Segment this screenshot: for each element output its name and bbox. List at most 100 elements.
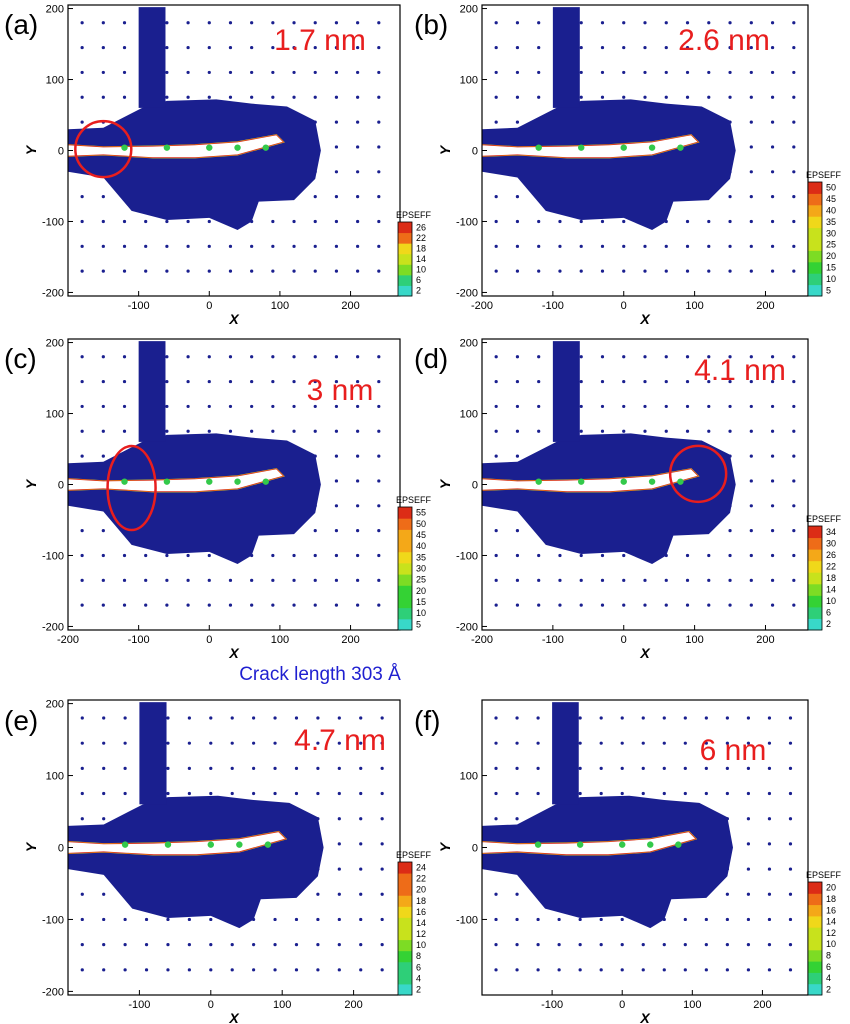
atom-dot (494, 195, 498, 199)
colorbar-swatch (808, 983, 822, 996)
atom-dot (80, 95, 84, 99)
atom-dot (123, 741, 127, 745)
crack-core (482, 134, 699, 158)
atom-dot (664, 244, 668, 248)
strain-blob (677, 478, 684, 485)
y-tick-label: 0 (58, 480, 64, 492)
atom-dot (377, 269, 381, 273)
x-tick-label: 0 (208, 999, 214, 1011)
atom-dot (337, 968, 341, 972)
colorbar-swatch (808, 560, 822, 573)
atom-dot (767, 817, 772, 821)
atom-dot (600, 219, 605, 224)
atom-dot (209, 917, 213, 922)
colorbar-swatch (398, 540, 412, 553)
atom-dot (767, 968, 772, 972)
atom-dot (80, 943, 84, 947)
atom-dot (165, 45, 169, 50)
y-axis-label: Y (23, 478, 39, 489)
atom-dot (767, 892, 772, 896)
atom-dot (356, 454, 360, 458)
colorbar-swatch (808, 239, 822, 251)
colorbar-label: 16 (416, 907, 426, 917)
atom-dot (749, 21, 753, 25)
atom-dot (792, 70, 796, 75)
atom-dot (101, 429, 105, 433)
atom-dot (292, 45, 296, 50)
atom-dot (788, 716, 793, 720)
atom-dot (579, 553, 583, 558)
atom-dot (749, 269, 753, 273)
atom-dot (209, 968, 213, 972)
colorbar-label: 45 (416, 530, 426, 540)
colorbar-swatch (398, 551, 412, 564)
atom-dot (707, 45, 711, 50)
atom-dot (704, 917, 708, 922)
plot-area (68, 702, 384, 972)
y-tick-label: 0 (472, 146, 478, 158)
strain-blob (206, 478, 213, 485)
atom-dot (250, 45, 254, 50)
atom-dot (494, 379, 498, 384)
atom-dot (725, 943, 729, 947)
colorbar-swatch (808, 882, 822, 894)
atom-dot (380, 741, 384, 745)
atom-dot (770, 145, 775, 149)
atom-dot (788, 791, 793, 796)
atom-dot (377, 195, 381, 199)
atom-dot (207, 379, 211, 384)
panel-c: -200 -100 0 100 200 200 100 0 -100 -200 X Y (c) 3 nm 5… (4, 338, 432, 661)
atom-dot (788, 817, 793, 821)
atom-dot (337, 716, 341, 720)
colorbar-swatch (398, 222, 412, 234)
atom-dot (122, 95, 127, 99)
atom-dot (749, 219, 753, 224)
colorbar-label: 34 (826, 527, 836, 537)
atom-dot (792, 95, 796, 99)
colorbar-label: 30 (416, 564, 426, 574)
atom-dot (770, 355, 775, 359)
atom-dot (515, 817, 519, 821)
atom-dot (792, 379, 796, 384)
atom-dot (207, 70, 211, 75)
atom-dot (537, 578, 541, 582)
atom-dot (273, 716, 277, 720)
atom-dot (377, 504, 381, 508)
strain-blob (234, 144, 241, 151)
atom-dot (749, 70, 753, 75)
atom-dot (292, 95, 296, 99)
x-tick-label: 200 (756, 634, 774, 646)
atom-dot (356, 429, 360, 433)
atom-dot (704, 943, 708, 947)
colorbar-swatch (808, 618, 822, 631)
atom-dot (377, 404, 381, 409)
atom-dot (334, 21, 339, 25)
atom-dot (334, 145, 339, 149)
atom-dot (101, 269, 105, 273)
atom-dot (788, 842, 793, 846)
atom-dot (123, 917, 127, 922)
atom-dot (252, 943, 256, 947)
atom-dot (313, 269, 317, 273)
atom-dot (792, 553, 796, 558)
atom-dot (122, 45, 127, 50)
atom-dot (746, 817, 751, 821)
atom-dot (144, 917, 149, 922)
atom-dot (494, 553, 498, 558)
atom-dot (359, 716, 363, 720)
atom-dot (122, 553, 127, 558)
atom-dot (123, 968, 127, 972)
panel-label: (c) (4, 343, 37, 374)
strain-blob (164, 841, 172, 848)
strain-blob (264, 841, 272, 848)
atom-dot (746, 917, 751, 922)
strain-blob (620, 144, 627, 151)
atom-dot (230, 968, 234, 972)
colorbar-swatch (398, 607, 412, 620)
atom-dot (788, 867, 793, 871)
atom-dot (292, 603, 296, 607)
atom-dot (337, 766, 341, 770)
colorbar-swatch (808, 549, 822, 562)
atom-dot (186, 45, 190, 50)
strain-blob (121, 841, 129, 848)
